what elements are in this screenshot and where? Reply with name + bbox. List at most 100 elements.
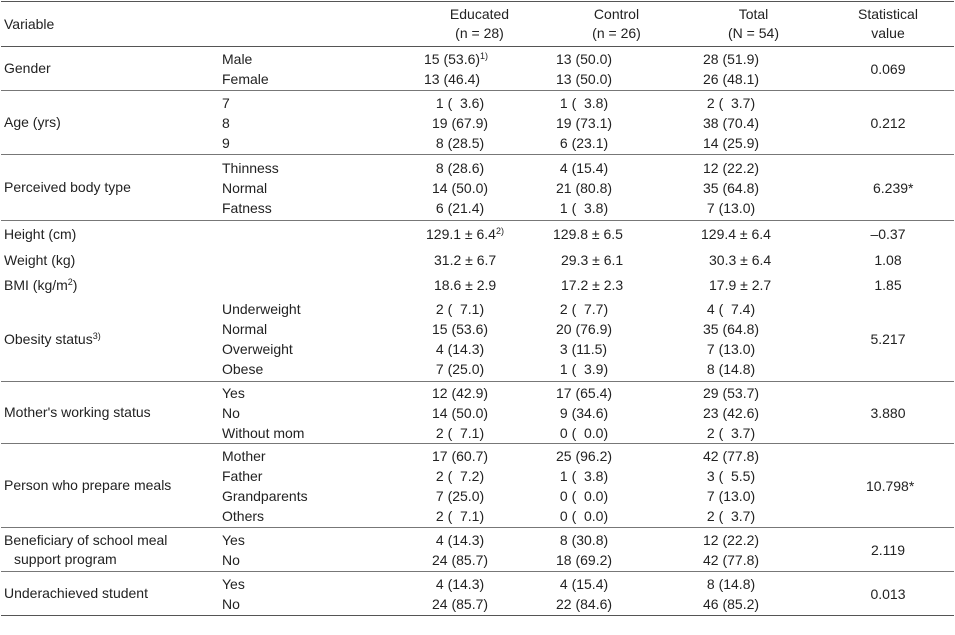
header-total-label: Total <box>738 6 769 22</box>
header-control-n: (n = 26) <box>592 25 641 41</box>
sub-item: No <box>222 404 240 421</box>
header-stat-label-2: value <box>871 25 905 41</box>
header-educated: Educated (n = 28) <box>411 1 548 47</box>
value-cell: 8 (30.8) <box>556 531 609 548</box>
label-text: Obesity status <box>4 330 93 347</box>
table-row-bmi: BMI (kg/m2) 18.6 ± 2.9 17.2 ± 2.3 17.9 ±… <box>1 273 954 298</box>
value-cell: 14 (50.0) <box>432 404 489 421</box>
row-subcategories: Mother Father Grandparents Others <box>218 443 411 528</box>
value-cell: 18 (69.2) <box>556 551 613 568</box>
table-row-mother-working: Mother's working status Yes No Without m… <box>1 381 954 444</box>
educated-values: 1 ( 3.6) 19 (67.9) 8 (28.5) <box>411 90 548 155</box>
value-cell: 2 ( 7.1) <box>432 507 485 524</box>
value-cell: 42 (77.8) <box>703 447 760 464</box>
row-label: Beneficiary of school meal support progra… <box>1 527 218 572</box>
row-label: Perceived body type <box>1 154 218 221</box>
sub-item: Fatness <box>222 199 272 216</box>
value-cell: 1 ( 3.8) <box>556 199 609 216</box>
total-values: 8 (14.8) 46 (85.2) <box>685 571 822 616</box>
value-cell: 0 ( 0.0) <box>556 507 609 524</box>
row-label: Height (cm) <box>4 225 77 242</box>
value-cell: 19 (73.1) <box>556 114 613 131</box>
table-row-age: Age (yrs) 7 8 9 1 ( 3.6) 19 (67.9) 8 (28… <box>1 90 954 155</box>
row-subcategories: Underweight Normal Overweight Obese <box>218 297 411 382</box>
value-cell: 12 (22.2) <box>703 159 760 176</box>
educated-values: 4 (14.3) 24 (85.7) <box>411 527 548 572</box>
total-values: 42 (77.8) 3 ( 5.5) 7 (13.0) 2 ( 3.7) <box>685 443 822 528</box>
header-subcategory <box>218 1 411 47</box>
educated-values: 4 (14.3) 24 (85.7) <box>411 571 548 616</box>
sub-item: No <box>222 595 240 612</box>
value-cell: 2 ( 7.1) <box>432 424 485 441</box>
value-cell: 7 (13.0) <box>703 341 756 358</box>
value-cell: 22 (84.6) <box>556 595 613 612</box>
label-text: Beneficiary of school meal <box>4 531 168 548</box>
sub-item: Overweight <box>222 341 293 358</box>
value-cell: 25 (96.2) <box>556 447 613 464</box>
value-cell: 30.3 ± 6.4 <box>709 252 772 268</box>
value-cell: 29 (53.7) <box>703 384 760 401</box>
value-cell: 28 (51.9) <box>703 50 760 67</box>
total-values: 4 ( 7.4) 35 (64.8) 7 (13.0) 8 (14.8) <box>685 297 822 382</box>
row-label: Age (yrs) <box>1 90 218 155</box>
sub-item: Yes <box>222 575 245 592</box>
value-cell: 129.4 ± 6.4 <box>701 226 771 243</box>
value-text: 15 (53.6) <box>424 50 481 67</box>
value-cell: 129.1 ± 6.42) <box>411 221 548 248</box>
educated-values: 12 (42.9) 14 (50.0) 2 ( 7.1) <box>411 381 548 444</box>
value-cell: 23 (42.6) <box>703 404 760 421</box>
value-cell: 2 ( 7.1) <box>432 301 485 318</box>
row-label: Gender <box>1 46 218 91</box>
value-cell: 15 (53.6)1) <box>424 49 548 69</box>
value-cell: 2 ( 3.7) <box>703 424 756 441</box>
stat-value: 0.069 <box>822 46 954 91</box>
stat-value: 6.239* <box>822 154 954 221</box>
value-cell: 2 ( 3.7) <box>703 94 756 111</box>
stat-value: 3.880 <box>822 381 954 444</box>
value-cell: 13 (46.4) <box>424 70 481 87</box>
stat-value: 1.85 <box>874 277 902 293</box>
header-control-label: Control <box>593 6 640 22</box>
value-cell: 2 ( 7.7) <box>556 301 609 318</box>
row-label: Underachieved student <box>1 571 218 616</box>
total-values: 12 (22.2) 35 (64.8) 7 (13.0) <box>685 154 822 221</box>
header-stat-label: Statistical <box>858 6 918 22</box>
row-subcategories <box>218 273 411 298</box>
total-values: 12 (22.2) 42 (77.8) <box>685 527 822 572</box>
value-cell: 19 (67.9) <box>432 114 489 131</box>
control-values: 17 (65.4) 9 (34.6) 0 ( 0.0) <box>548 381 685 444</box>
stat-value: 1.08 <box>874 252 902 268</box>
value-cell: 7 (13.0) <box>703 199 756 216</box>
value-cell: 29.3 ± 6.1 <box>561 252 624 268</box>
value-cell: 31.2 ± 6.7 <box>434 252 497 268</box>
value-cell: 17 (60.7) <box>432 447 489 464</box>
value-cell: 1 ( 3.6) <box>432 94 485 111</box>
sub-item: 7 <box>222 94 230 111</box>
value-cell: 8 (14.8) <box>703 575 756 592</box>
value-cell: 42 (77.8) <box>703 551 760 568</box>
value-cell: 35 (64.8) <box>703 321 760 338</box>
value-cell: 17 (65.4) <box>556 384 613 401</box>
row-subcategories: Yes No <box>218 527 411 572</box>
value-cell: 4 (14.3) <box>432 341 485 358</box>
stat-value: 2.119 <box>822 527 954 572</box>
header-control: Control (n = 26) <box>548 1 685 47</box>
value-cell: 14 (50.0) <box>432 179 489 196</box>
value-cell: 3 (11.5) <box>556 341 608 358</box>
table-row-gender: Gender Male Female 15 (53.6)1) 13 (46.4)… <box>1 46 954 91</box>
header-variable: Variable <box>1 1 218 47</box>
sub-item: Female <box>222 70 269 87</box>
row-label: BMI (kg/m2) <box>1 273 218 298</box>
value-cell: 129.8 ± 6.5 <box>553 226 623 243</box>
header-educated-n: (n = 28) <box>455 25 504 41</box>
table-row-school-meal-program: Beneficiary of school meal support progra… <box>1 527 954 572</box>
row-subcategories <box>218 248 411 273</box>
stat-value: –0.37 <box>870 226 906 243</box>
control-values: 13 (50.0) 13 (50.0) <box>548 46 685 91</box>
value-cell: 35 (64.8) <box>703 179 760 196</box>
control-values: 25 (96.2) 1 ( 3.8) 0 ( 0.0) 0 ( 0.0) <box>548 443 685 528</box>
row-subcategories: Thinness Normal Fatness <box>218 154 411 221</box>
footnote-marker: 1) <box>480 50 489 61</box>
sub-item: Yes <box>222 384 245 401</box>
value-cell: 26 (48.1) <box>703 70 760 87</box>
